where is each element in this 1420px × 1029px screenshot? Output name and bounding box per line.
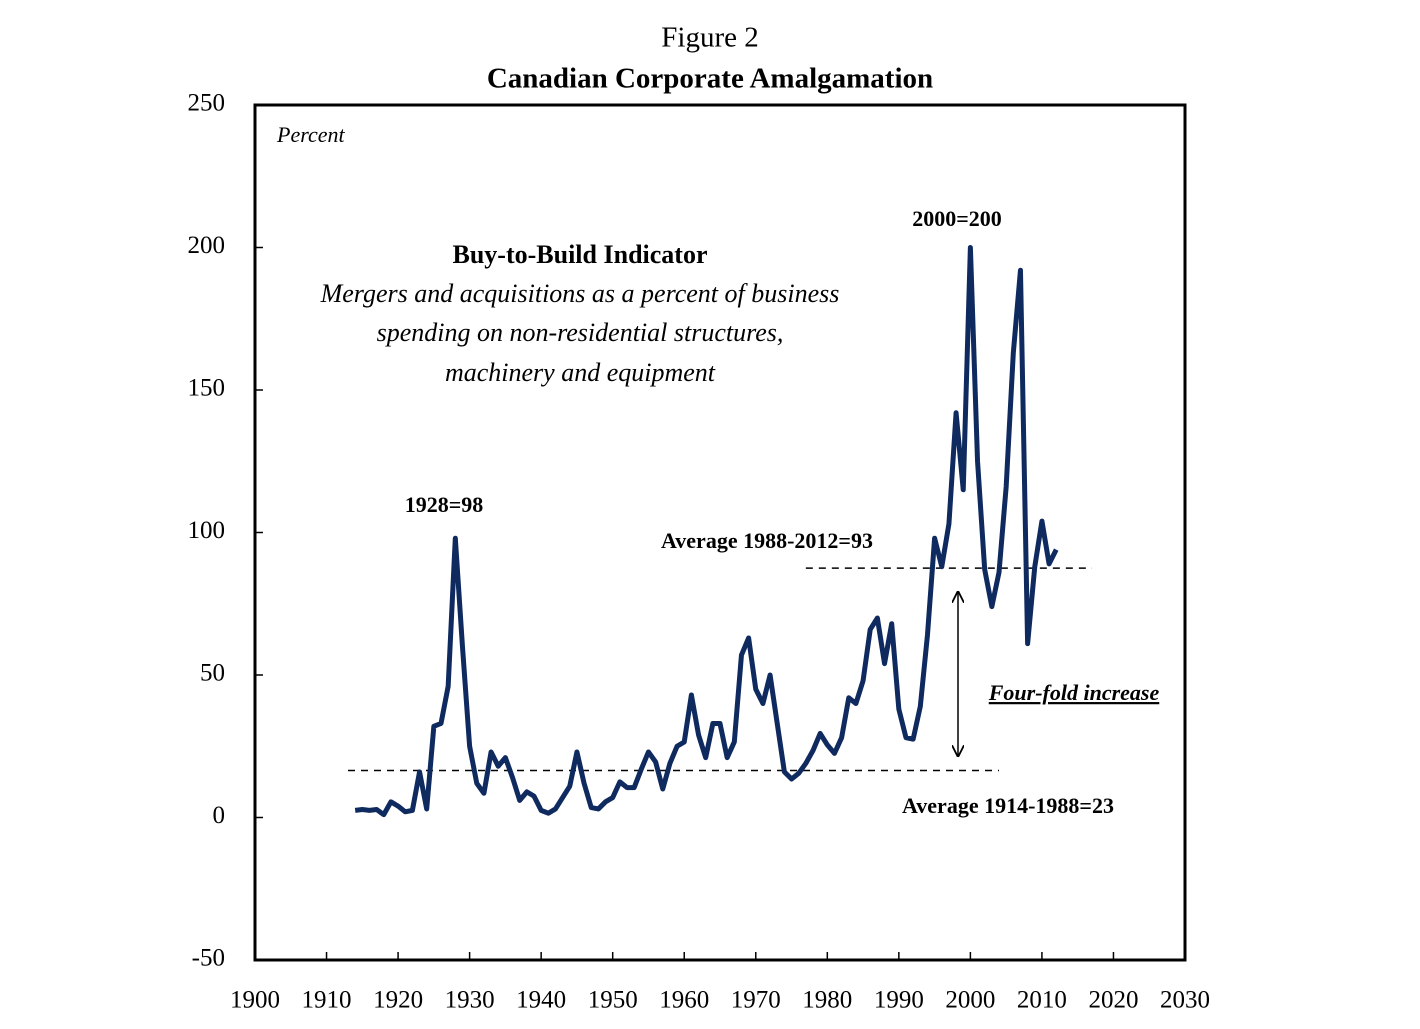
annotation: Average 1914-1988=23	[902, 793, 1114, 818]
series-line	[354, 245, 1059, 818]
chart-subtitle: Canadian Corporate Amalgamation	[487, 63, 933, 95]
x-tick-label: 2030	[1160, 987, 1210, 1014]
y-tick-label: 150	[188, 375, 226, 402]
x-tick-label: 1970	[731, 987, 781, 1014]
box-title: Buy-to-Build Indicator	[453, 240, 708, 269]
y-tick-label: 100	[188, 517, 226, 544]
y-tick-label: 200	[188, 232, 226, 259]
chart-title: Figure 2	[661, 22, 758, 54]
y-tick-label: -50	[192, 945, 225, 972]
x-tick-label: 1960	[659, 987, 709, 1014]
box-line: Mergers and acquisitions as a percent of…	[320, 279, 840, 308]
x-tick-label: 1980	[802, 987, 852, 1014]
annotation: 2000=200	[912, 206, 1002, 231]
annotation: Four-fold increase	[988, 680, 1160, 705]
box-line: machinery and equipment	[445, 358, 716, 387]
x-tick-label: 1930	[445, 987, 495, 1014]
x-tick-label: 1940	[516, 987, 566, 1014]
x-tick-label: 1900	[230, 987, 280, 1014]
annotation: 1928=98	[405, 492, 484, 517]
y-tick-label: 250	[188, 90, 226, 117]
x-tick-label: 2020	[1088, 987, 1138, 1014]
box-line: spending on non-residential structures,	[377, 318, 784, 347]
x-tick-label: 1950	[588, 987, 638, 1014]
x-tick-label: 2010	[1017, 987, 1067, 1014]
y-axis-label: Percent	[276, 122, 345, 147]
x-tick-label: 2000	[945, 987, 995, 1014]
y-tick-label: 50	[200, 660, 225, 687]
annotation: Average 1988-2012=93	[661, 528, 873, 553]
x-tick-label: 1910	[302, 987, 352, 1014]
x-tick-label: 1920	[373, 987, 423, 1014]
x-tick-label: 1990	[874, 987, 924, 1014]
y-tick-label: 0	[213, 802, 226, 829]
